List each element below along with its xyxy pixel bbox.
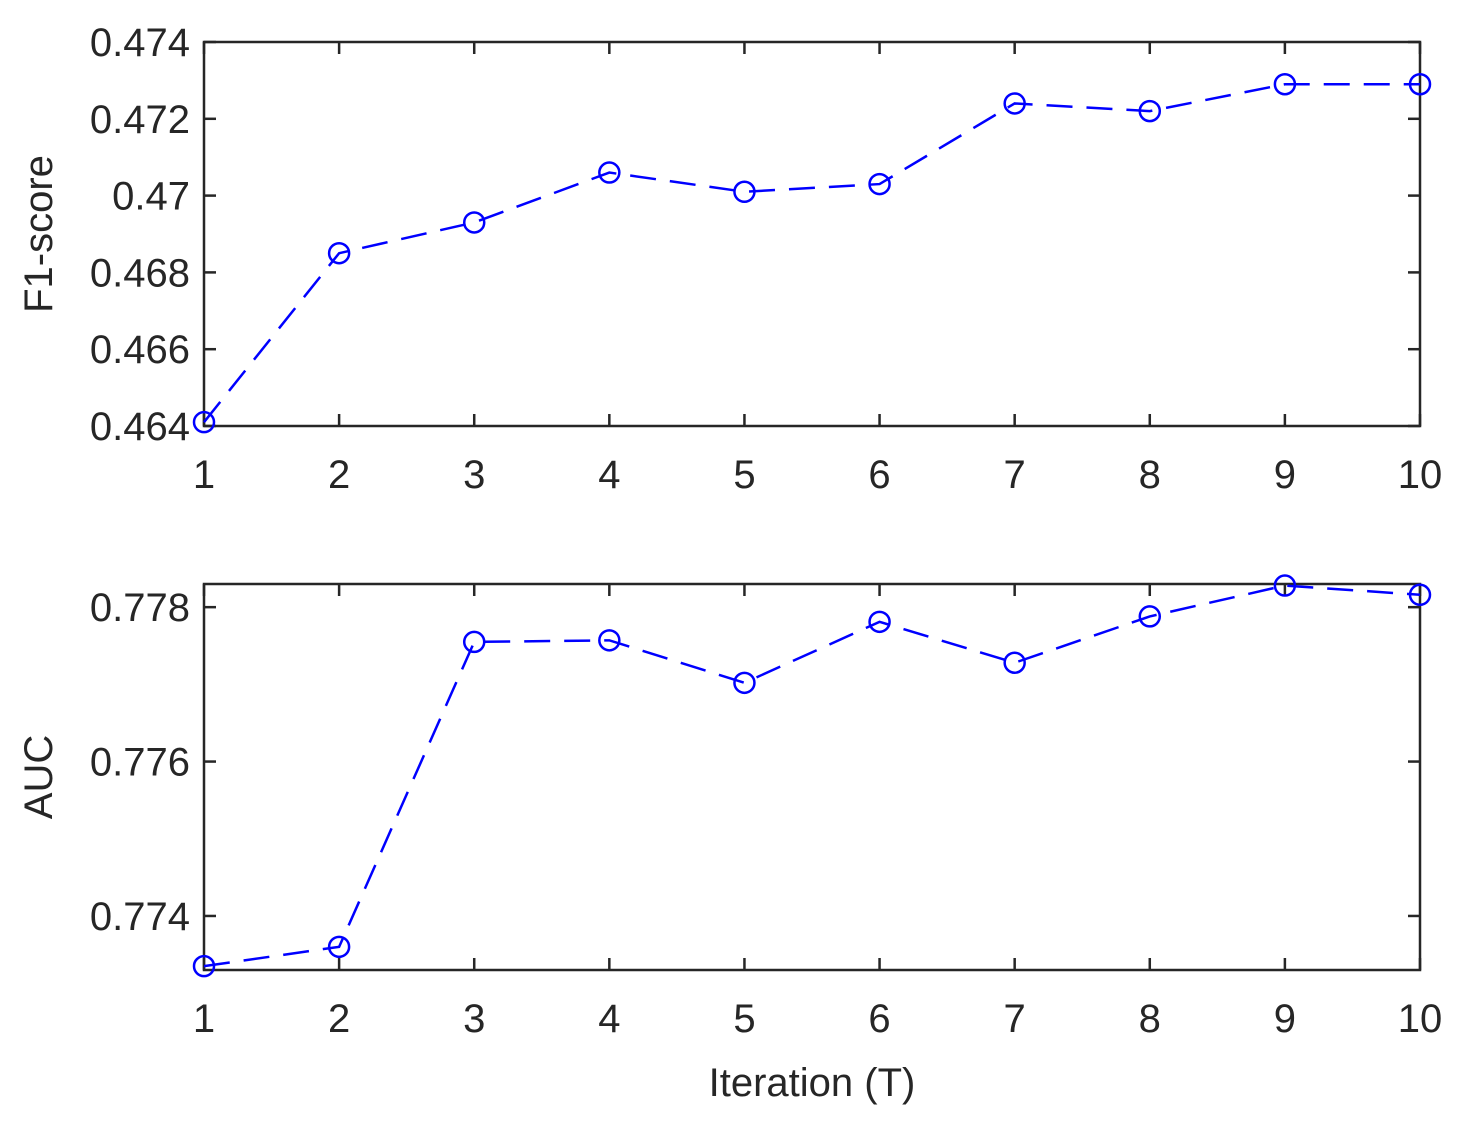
f1-x-tick-label: 10 [1398,453,1443,497]
auc-series-line [203,584,1421,968]
auc-x-tick-label: 6 [868,997,890,1041]
f1-y-tick-label: 0.472 [90,98,190,142]
auc-y-tick-label: 0.776 [90,741,190,785]
auc-data-point [1003,651,1026,674]
f1-x-tick-label: 6 [868,453,890,497]
f1-data-point [598,161,621,184]
f1-axes: 1 2 3 4 5 6 7 8 9 10 0.464 0.466 0.468 0.47 0.472 0.474… [17,21,1442,497]
auc-data-point [868,610,891,634]
f1-x-tick-label: 7 [1004,453,1026,497]
auc-x-tick-label: 2 [328,997,350,1041]
auc-axes-box [202,582,1422,972]
auc-data-point [733,671,756,695]
auc-x-tick-label: 10 [1398,997,1443,1041]
f1-x-tick-label: 1 [193,453,215,497]
f1-y-tick-label: 0.474 [90,21,190,65]
auc-x-tick-label: 3 [463,997,485,1041]
auc-x-tick-label: 1 [193,997,215,1041]
auc-x-tick-label: 7 [1004,997,1026,1041]
auc-data-point [1408,583,1432,607]
auc-x-tick-label: 8 [1139,997,1161,1041]
auc-x-tick-label: 9 [1274,997,1296,1041]
auc-data-point [327,935,351,959]
auc-y-axis-label: AUC [17,735,61,819]
f1-data-point [868,172,891,196]
f1-x-tick-label: 8 [1139,453,1161,497]
f1-data-point [327,241,351,265]
f1-axes-box [202,40,1422,428]
auc-axes: 1 2 3 4 5 6 7 8 9 10 0.774 0.776 0.778 AUC Iteration (… [17,574,1443,1105]
f1-data-point [1408,72,1432,96]
f1-x-tick-label: 3 [463,453,485,497]
f1-y-axis-label: F1-score [17,155,61,313]
auc-data-point [598,629,621,652]
auc-x-tick-label: 4 [598,997,620,1041]
f1-x-tick-label: 4 [598,453,620,497]
auc-data-point [1273,574,1297,597]
auc-x-tick-label: 5 [733,997,755,1041]
auc-data-point [1138,605,1162,628]
f1-y-tick-label: 0.466 [90,328,190,372]
auc-y-tick-label: 0.774 [90,895,190,939]
f1-y-tick-label: 0.464 [90,405,190,449]
f1-data-point [462,211,486,234]
f1-data-point [192,410,216,434]
f1-data-point [1003,92,1026,115]
f1-data-point [733,180,756,204]
f1-series-line [203,82,1420,423]
auc-data-point [192,954,216,978]
f1-x-tick-label: 2 [328,453,350,497]
f1-data-point [1138,99,1162,123]
f1-y-tick-label: 0.468 [90,251,190,295]
auc-x-axis-label: Iteration (T) [709,1061,916,1105]
f1-x-tick-label: 5 [733,453,755,497]
f1-data-point [1273,72,1297,96]
auc-y-tick-label: 0.778 [90,586,190,630]
auc-data-point [462,630,486,654]
f1-y-tick-label: 0.47 [112,175,190,219]
f1-x-tick-label: 9 [1274,453,1296,497]
